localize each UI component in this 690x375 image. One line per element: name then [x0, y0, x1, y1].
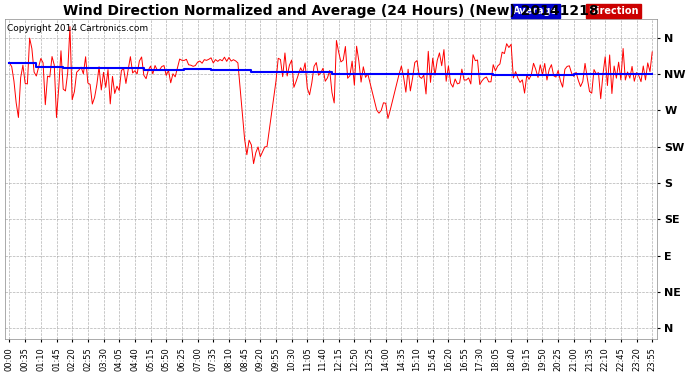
Title: Wind Direction Normalized and Average (24 Hours) (New) 20141218: Wind Direction Normalized and Average (2…: [63, 4, 599, 18]
Text: Direction: Direction: [589, 6, 639, 16]
Text: Average: Average: [513, 6, 558, 16]
Text: Copyright 2014 Cartronics.com: Copyright 2014 Cartronics.com: [7, 24, 148, 33]
